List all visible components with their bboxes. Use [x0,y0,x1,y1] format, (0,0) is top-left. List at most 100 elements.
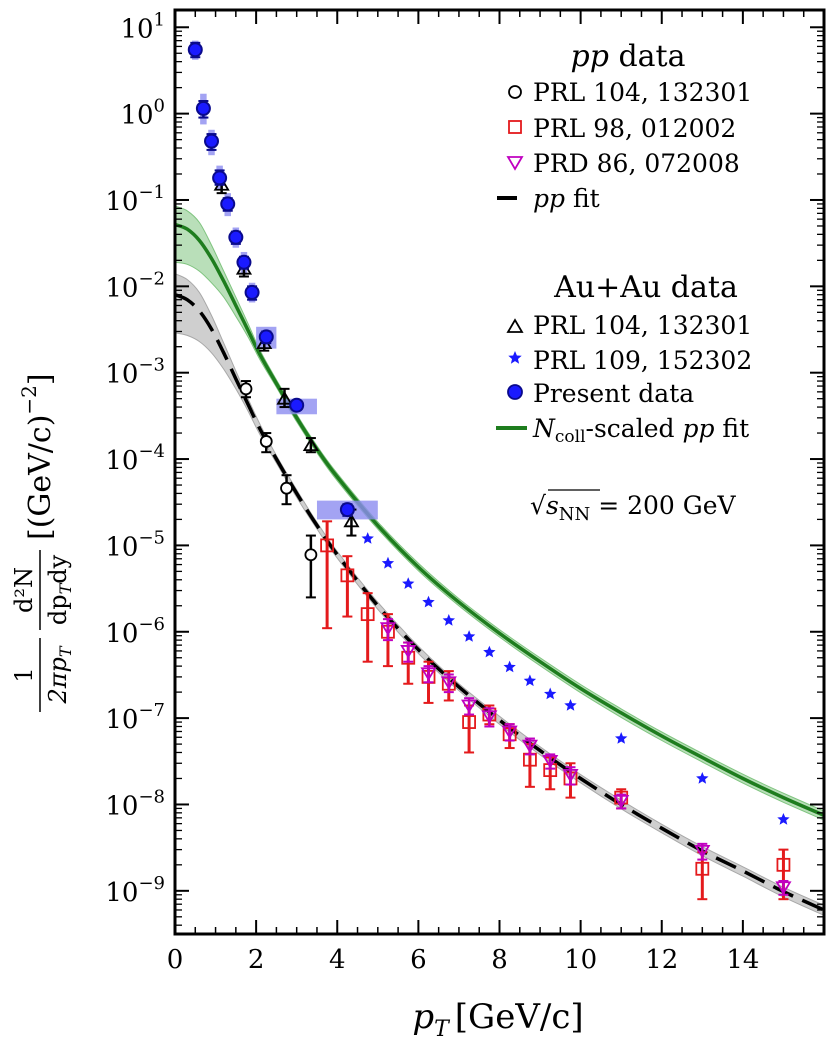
legend-marker-aa-prl109 [508,351,522,364]
point-aa-present [244,284,260,300]
legend-marker-aa-present [507,384,523,400]
point-aa-present [258,329,274,345]
point-aa-prl109 [523,674,537,687]
point-aa-prl109 [483,645,496,658]
y-tick-label: 101 [120,9,165,44]
legend-pp: pp data PRL 104, 132301 PRL 98, 012002 P… [497,39,752,213]
point-pp-prl98 [776,857,791,872]
y-title-frac1-den: 2πpT [44,645,75,704]
point-pp-prl104 [304,548,318,562]
point-pp-prl98 [340,568,355,583]
fit-curves [175,222,824,912]
point-pp-prd86 [379,622,397,636]
x-tick-label: 0 [167,945,184,975]
point-pp-prl98 [320,538,335,553]
y-title-frac2-num: d²N [10,567,38,613]
point-aa-prl109 [615,732,628,744]
point-pp-prd86 [775,881,792,896]
y-tick-label: 10−1 [105,182,165,217]
y-tick-label: 10−8 [105,786,165,821]
y-tick-label: 10−7 [105,700,165,735]
y-axis-title: 1 2πpT d²N dpTdy [(GeV/c)−2] [10,373,75,712]
legend-auau-title: Au+Au data [553,270,738,305]
point-aa-prl109 [777,813,790,825]
legend-marker-pp-prl104 [508,85,522,99]
point-pp-prl104 [280,481,293,495]
y-title-frac2-den: dpTdy [44,554,75,625]
point-aa-prl109 [462,630,476,642]
point-aa-prl109 [442,614,455,626]
point-pp-prl98 [360,607,375,622]
legend-label-pp-prl104: PRL 104, 132301 [533,78,752,107]
x-tick-label: 2 [248,945,265,975]
point-aa-present [236,254,252,270]
point-aa-prl104 [343,513,360,528]
point-pp-prd86 [481,710,498,725]
point-aa-present [187,42,203,58]
point-aa-prl104 [276,390,293,405]
point-pp-prd86 [501,725,518,740]
legend-label-aa-prl109: PRL 109, 152302 [533,346,752,375]
point-pp-prl98 [462,715,476,729]
point-aa-present [289,397,305,413]
legend-auau: Au+Au data PRL 104, 132301 PRL 109, 1523… [496,270,752,447]
legend-label-aa-fit: Ncoll-scaled pp fit [532,414,749,447]
point-pp-prd86 [562,768,579,783]
point-pp-prd86 [521,739,538,754]
svg-text:√sNN = 200 GeV: √sNN = 200 GeV [530,491,737,525]
y-title-unit: [(GeV/c)−2] [17,373,58,540]
y-tick-label: 10−9 [105,873,165,908]
legend-label-pp-prl98: PRL 98, 012002 [533,114,736,143]
ncoll-fit-curve [175,222,824,817]
point-pp-prd86 [420,667,437,682]
point-aa-present [339,502,355,518]
point-aa-prl109 [402,577,415,589]
x-tick-label: 6 [410,945,427,975]
point-aa-prl109 [503,660,516,673]
point-pp-prd86 [542,754,559,769]
legend-label-pp-prd86: PRD 86, 072008 [533,149,740,178]
y-tick-label: 10−5 [105,527,165,562]
y-title-frac1-num: 1 [10,667,38,682]
ncoll-fit-band [175,205,824,821]
data-points [187,41,792,901]
point-aa-prl109 [696,772,709,784]
point-aa-prl109 [361,532,374,544]
point-pp-prl104 [239,382,253,396]
x-tick-label: 12 [645,945,678,975]
legend-label-aa-present: Present data [533,379,694,408]
point-aa-present [195,100,211,116]
legend-marker-pp-prl98 [508,120,522,134]
axis-ticks: 0 2 4 6 8 10 12 14 101 100 10−1 10−2 10−3 10−4 10−5 10−… [105,9,824,975]
point-pp-prl104 [259,435,273,448]
legend-label-aa-prl104: PRL 104, 132301 [533,311,752,340]
y-tick-label: 10−2 [105,268,165,303]
point-aa-prl109 [381,556,395,569]
y-tick-label: 10−4 [105,441,165,476]
point-aa-prl104 [302,437,319,452]
point-aa-prl109 [422,595,435,608]
y-tick-label: 100 [120,96,165,131]
x-axis-title: pT [GeV/c] [412,997,583,1041]
legend-pp-title: pp data [571,39,686,74]
x-tick-label: 14 [726,945,759,975]
legend-marker-aa-prl104 [506,318,524,333]
x-tick-label: 4 [329,945,346,975]
point-pp-prd86 [694,844,711,859]
point-aa-present [220,196,236,212]
point-pp-prd86 [400,645,417,659]
point-pp-prd86 [461,699,478,714]
x-tick-label: 8 [491,945,508,975]
legend-label-pp-fit: pp fit [533,184,600,213]
energy-annotation: √sNN = 200 GeV [530,489,737,525]
x-tick-label: 10 [564,945,597,975]
point-aa-present [212,170,228,186]
point-aa-prl109 [544,687,557,700]
y-tick-label: 10−3 [105,355,165,390]
point-pp-prl98 [695,861,710,876]
point-aa-present [204,133,220,149]
pp-fit-curve [175,293,824,912]
y-tick-label: 10−6 [105,614,165,649]
point-pp-prd86 [440,676,457,691]
